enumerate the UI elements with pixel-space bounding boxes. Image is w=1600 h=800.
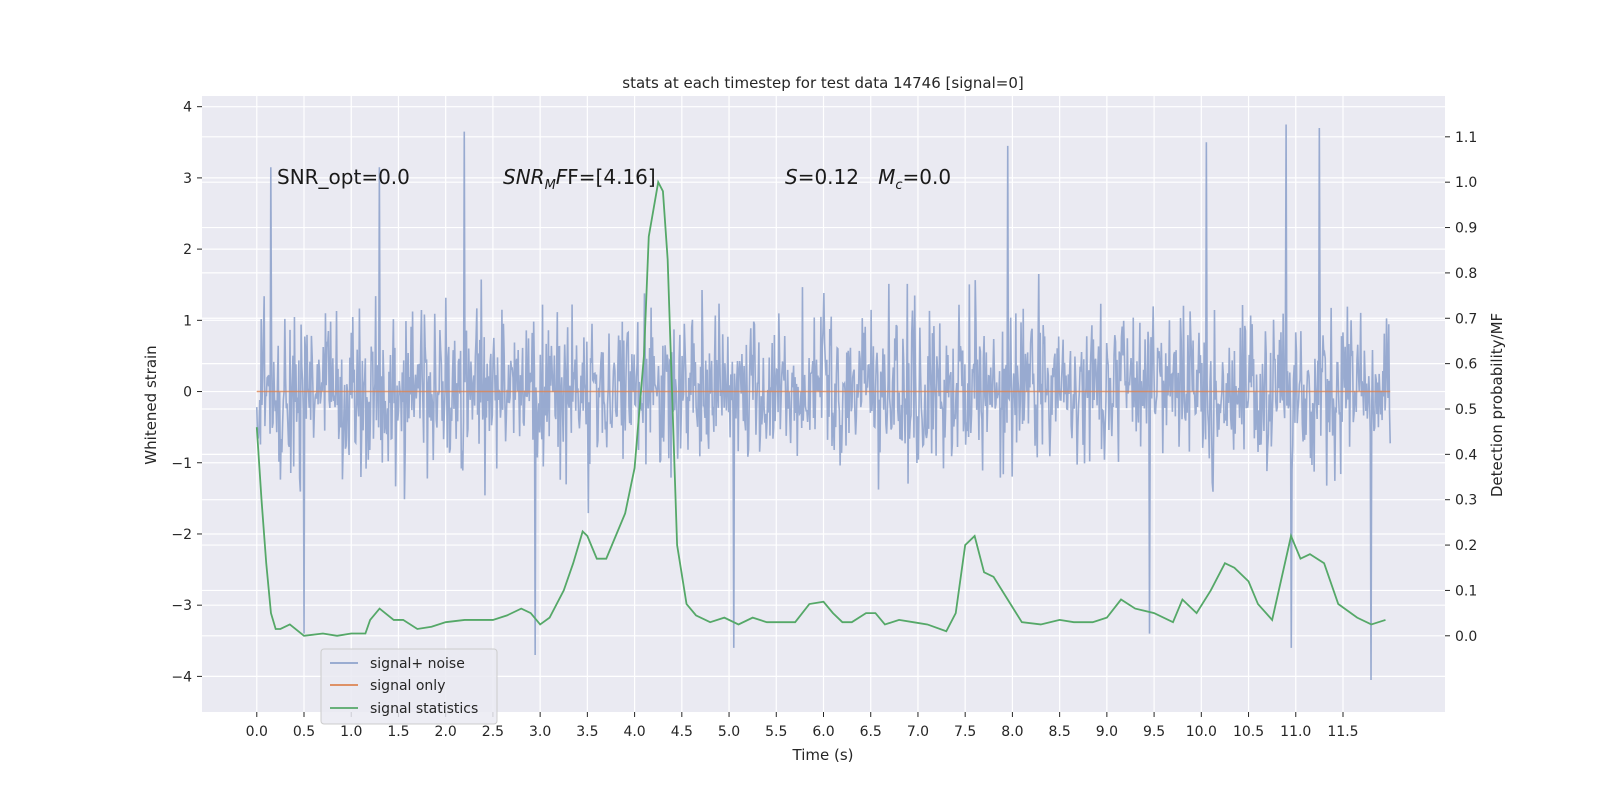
- x-tick-label: 6.5: [860, 724, 882, 740]
- y-axis-label: Whitened strain: [142, 345, 160, 464]
- x-tick-label: 2.5: [482, 724, 504, 740]
- y2-tick-label: 0.5: [1455, 402, 1477, 418]
- y2-tick-label: 0.2: [1455, 538, 1477, 554]
- x-tick-label: 0.5: [293, 724, 315, 740]
- y-tick-label: 3: [183, 171, 192, 187]
- chart-title: stats at each timestep for test data 147…: [622, 74, 1023, 92]
- x-tick-label: 11.5: [1327, 724, 1358, 740]
- y2-tick-label: 1.0: [1455, 175, 1477, 191]
- x-tick-label: 3.0: [529, 724, 551, 740]
- y-tick-label: −1: [171, 456, 192, 472]
- annotation-s-mc: S=0.12 Mc=0.0: [785, 165, 951, 193]
- series-signal-statistics: [255, 179, 1386, 637]
- y2-axis-ticks: 0.0 0.1 0.2 0.3 0.4 0.5 0.6 0.7 0.8 0.9 1.0 1.1: [1445, 130, 1477, 645]
- x-axis-label: Time (s): [792, 746, 854, 764]
- x-axis-ticks: 0.0 0.5 1.0 1.5 2.0 2.5 3.0 3.5 4.0 4.5 5.0 5.5 6.0 6…: [246, 712, 1359, 740]
- legend-box: [320, 648, 498, 725]
- y2-tick-label: 0.8: [1455, 266, 1477, 282]
- y-tick-label: 2: [183, 242, 192, 258]
- x-tick-label: 8.0: [1001, 724, 1023, 740]
- y-tick-label: 1: [183, 313, 192, 329]
- x-tick-label: 4.0: [623, 724, 645, 740]
- y2-axis-label: Detection probability/MF: [1488, 313, 1506, 497]
- x-tick-label: 9.5: [1143, 724, 1165, 740]
- y-axis-ticks: −4 −3 −2 −1 0 1 2 3 4: [171, 100, 202, 685]
- annotation-snr-mf: SNRMFF=[4.16]: [503, 165, 656, 193]
- y2-tick-label: 0.7: [1455, 311, 1477, 327]
- x-tick-label: 3.5: [576, 724, 598, 740]
- y2-tick-label: 1.1: [1455, 130, 1477, 146]
- x-tick-label: 5.0: [718, 724, 740, 740]
- x-tick-label: 6.0: [812, 724, 834, 740]
- x-tick-label: 9.0: [1096, 724, 1118, 740]
- y2-tick-label: 0.9: [1455, 221, 1477, 237]
- x-tick-label: 8.5: [1048, 724, 1070, 740]
- y2-tick-label: 0.4: [1455, 447, 1477, 463]
- x-tick-label: 2.0: [435, 724, 457, 740]
- annotation-snr-opt: SNR_opt=0.0: [277, 165, 410, 189]
- x-tick-label: 10.5: [1233, 724, 1264, 740]
- x-tick-label: 7.0: [907, 724, 929, 740]
- y-tick-label: −2: [171, 527, 192, 543]
- y2-tick-label: 0.0: [1455, 629, 1477, 645]
- signal-statistics-line: [255, 179, 1386, 637]
- x-tick-label: 7.5: [954, 724, 976, 740]
- x-tick-label: 5.5: [765, 724, 787, 740]
- x-tick-label: 4.5: [671, 724, 693, 740]
- series-signal-noise: [255, 124, 1392, 680]
- legend-label-signal-only: signal only: [370, 678, 445, 694]
- legend-label-signal-statistics: signal statistics: [370, 701, 478, 717]
- x-tick-label: 1.5: [387, 724, 409, 740]
- x-tick-label: 10.0: [1186, 724, 1217, 740]
- y2-tick-label: 0.6: [1455, 357, 1477, 373]
- legend: signal+ noise signal only signal statist…: [320, 648, 498, 725]
- y2-tick-label: 0.1: [1455, 583, 1477, 599]
- x-tick-label: 1.0: [340, 724, 362, 740]
- signal-noise-line: [255, 124, 1392, 680]
- legend-label-signal-noise: signal+ noise: [370, 656, 465, 672]
- y2-tick-label: 0.3: [1455, 493, 1477, 509]
- y-tick-label: 4: [183, 100, 192, 116]
- y-tick-label: −4: [171, 669, 192, 685]
- y-tick-label: −3: [171, 598, 192, 614]
- x-tick-label: 0.0: [246, 724, 268, 740]
- x-tick-label: 11.0: [1280, 724, 1311, 740]
- y-tick-label: 0: [183, 385, 192, 401]
